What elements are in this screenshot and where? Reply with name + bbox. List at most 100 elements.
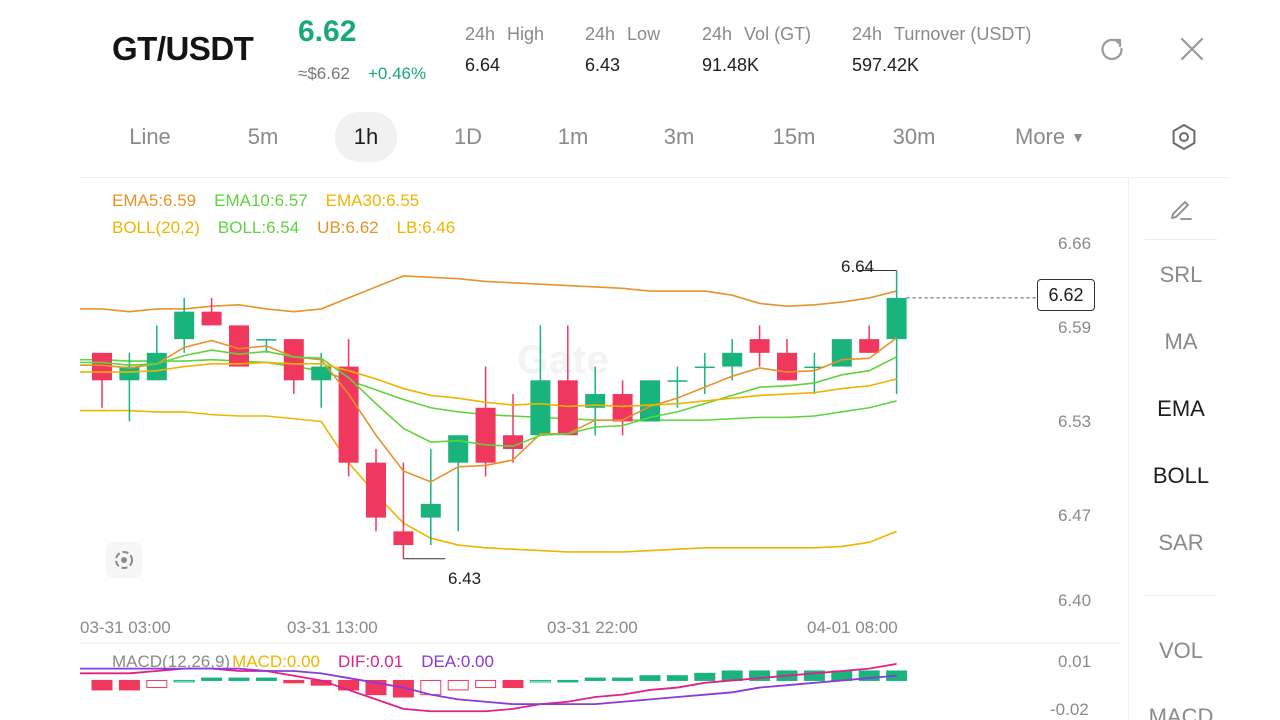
- candle-down: [557, 380, 578, 436]
- candle-up: [448, 435, 469, 463]
- tab-line[interactable]: Line: [129, 124, 171, 149]
- candle-down: [612, 394, 633, 422]
- macd-params: MACD(12,26,9): [112, 652, 231, 671]
- macd-bar-down: [392, 679, 414, 698]
- stat-value: 597.42K: [852, 55, 920, 75]
- macd-bar-down: [146, 679, 168, 689]
- macd-bar-down: [475, 679, 497, 689]
- ema30-line: [80, 361, 897, 408]
- tab-3m[interactable]: 3m: [663, 124, 695, 149]
- stat-value: 6.64: [465, 55, 501, 75]
- tab-5m[interactable]: 5m: [247, 124, 279, 149]
- reset-view-button[interactable]: [106, 542, 142, 578]
- candle-up: [174, 311, 195, 340]
- y-tick: 6.66: [1058, 234, 1092, 253]
- tab-30m[interactable]: 30m: [892, 124, 936, 149]
- macd-bar-up: [529, 679, 551, 683]
- macd-y-tick: -0.02: [1050, 700, 1089, 719]
- stat-period: 24h: [465, 24, 496, 44]
- refresh-icon[interactable]: [1097, 34, 1127, 64]
- indicator-sar[interactable]: SAR: [1158, 530, 1204, 555]
- high-marker-label: 6.64: [841, 257, 875, 276]
- candle-down: [777, 352, 797, 381]
- ema30-value: EMA30:6.55: [325, 191, 420, 210]
- tab-1h[interactable]: 1h: [335, 112, 397, 162]
- close-icon[interactable]: [1177, 34, 1207, 64]
- x-tick: 04-01 08:00: [807, 618, 898, 637]
- stat-24h-low: 24h Low 6.43: [585, 24, 660, 76]
- macd-bar-down: [118, 679, 140, 691]
- indicator-ema[interactable]: EMA: [1157, 396, 1205, 421]
- chart-area[interactable]: [80, 177, 1230, 720]
- indicator-vol[interactable]: VOL: [1158, 638, 1204, 663]
- candle-down: [366, 462, 386, 518]
- candle-down: [338, 366, 359, 463]
- macd-value: MACD:0.00: [232, 652, 320, 671]
- macd-bar-up: [694, 672, 716, 681]
- price-change: +0.46%: [368, 64, 427, 83]
- macd-bar-up: [803, 670, 825, 681]
- dea-line: [80, 667, 897, 706]
- boll-upper-band: [80, 275, 897, 313]
- indicator-macd[interactable]: MACD: [1148, 704, 1214, 720]
- stat-value: 6.43: [585, 55, 621, 75]
- x-tick: 03-31 13:00: [287, 618, 378, 637]
- x-tick: 03-31 03:00: [80, 618, 171, 637]
- candle-down: [393, 531, 414, 546]
- candle-up: [530, 380, 551, 436]
- macd-bar-down: [502, 679, 524, 689]
- candle-down: [475, 407, 496, 463]
- indicator-srl[interactable]: SRL: [1159, 262, 1203, 287]
- stat-24h-volume: 24h Vol (GT) 91.48K: [702, 24, 811, 76]
- candle-down: [201, 311, 222, 326]
- tab-15m[interactable]: 15m: [772, 124, 816, 149]
- ema10-value: EMA10:6.57: [214, 191, 308, 210]
- x-tick: 03-31 22:00: [547, 618, 638, 637]
- stat-24h-turnover: 24h Turnover (USDT) 597.42K: [852, 24, 1031, 76]
- boll-mid-value: BOLL:6.54: [217, 218, 300, 237]
- y-tick: 6.59: [1058, 318, 1092, 337]
- boll-params: BOLL(20,2): [112, 218, 200, 237]
- macd-legend: MACD(12,26,9) MACD:0.00 DIF:0.01 DEA:0.00: [112, 652, 512, 672]
- macd-bar-up: [584, 677, 606, 681]
- ema10-line: [80, 349, 897, 448]
- ema5-value: EMA5:6.59: [112, 191, 197, 210]
- indicator-boll[interactable]: BOLL: [1152, 463, 1210, 488]
- candle-up: [146, 352, 167, 381]
- stat-period: 24h: [585, 24, 616, 44]
- candle-up: [694, 366, 715, 369]
- macd-bar-down: [91, 679, 113, 691]
- candle-up: [640, 380, 660, 422]
- last-price-tag: 6.62: [1037, 279, 1095, 311]
- gate-watermark: Gate: [517, 338, 610, 382]
- stat-label: Low: [627, 24, 661, 44]
- boll-ub-value: UB:6.62: [317, 218, 379, 237]
- tab-more[interactable]: More ▼: [1004, 112, 1096, 162]
- macd-bar-down: [283, 679, 305, 684]
- macd-y-tick: 0.01: [1058, 652, 1092, 671]
- last-price: 6.62: [298, 15, 357, 48]
- tab-1m[interactable]: 1m: [557, 124, 589, 149]
- stat-label: Vol (GT): [744, 24, 812, 44]
- usd-price: ≈$6.62: [298, 64, 350, 83]
- tab-1d[interactable]: 1D: [453, 124, 483, 149]
- candle-up: [886, 297, 907, 340]
- y-tick: 6.40: [1058, 591, 1092, 610]
- candle-up: [311, 366, 332, 381]
- settings-icon[interactable]: [1169, 122, 1199, 152]
- candle-down: [229, 325, 249, 367]
- tab-more-label: More: [1015, 124, 1066, 149]
- candle-up: [420, 503, 441, 518]
- boll-lower-band: [80, 409, 897, 553]
- divider: [1145, 239, 1217, 240]
- macd-bar-up: [612, 677, 634, 681]
- stat-period: 24h: [852, 24, 883, 44]
- macd-bar-up: [858, 670, 880, 681]
- draw-pencil-icon[interactable]: [1167, 194, 1195, 222]
- candlestick-plot[interactable]: [0, 0, 1128, 720]
- dif-value: DIF:0.01: [337, 652, 404, 671]
- ema5-line: [80, 337, 898, 483]
- candle-down: [749, 339, 770, 353]
- indicator-ma[interactable]: MA: [1164, 329, 1198, 354]
- candle-down: [283, 339, 304, 381]
